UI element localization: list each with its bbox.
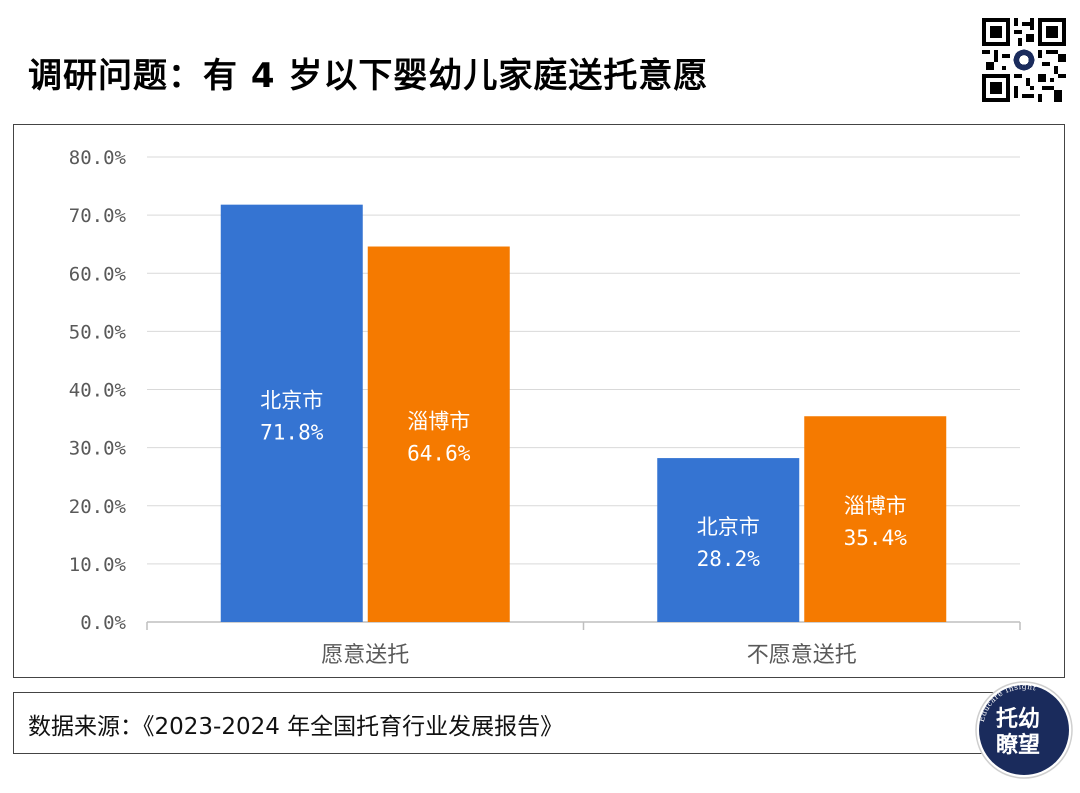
y-tick-label: 10.0%: [69, 554, 127, 576]
data-label-value: 35.4%: [844, 526, 908, 550]
y-tick-label: 40.0%: [69, 380, 127, 402]
bar: [657, 458, 800, 622]
y-tick-label: 60.0%: [69, 263, 127, 285]
y-tick-label: 20.0%: [69, 496, 127, 518]
data-label-value: 28.2%: [697, 547, 761, 571]
data-label-value: 64.6%: [407, 441, 471, 465]
x-category-label: 愿意送托: [321, 643, 409, 668]
educare-insight-logo: Educare Insight 托幼 瞭望: [975, 681, 1073, 779]
page-title: 调研问题：有 4 岁以下婴幼儿家庭送托意愿: [28, 56, 709, 96]
logo-line1: 托幼: [996, 706, 1040, 732]
logo-line2: 瞭望: [996, 732, 1040, 758]
source-text: 数据来源：《2023-2024 年全国托育行业发展报告》: [28, 714, 564, 740]
bar-chart: 0.0% 10.0% 20.0% 30.0% 40.0% 50.0% 60.0% 70.0% 8…: [69, 147, 1021, 668]
chart-frame: 0.0% 10.0% 20.0% 30.0% 40.0% 50.0% 60.0% 70.0% 8…: [13, 124, 1065, 678]
y-tick-label: 70.0%: [69, 205, 127, 227]
data-label-series: 北京市: [260, 388, 323, 412]
y-tick-label: 0.0%: [80, 612, 126, 634]
source-box: 数据来源：《2023-2024 年全国托育行业发展报告》: [13, 692, 1013, 754]
y-tick-label: 50.0%: [69, 321, 127, 343]
data-label-series: 北京市: [697, 515, 760, 539]
data-label-value: 71.8%: [260, 420, 324, 444]
bar: [804, 416, 947, 622]
x-category-label: 不愿意送托: [747, 643, 857, 668]
bar: [367, 246, 510, 622]
data-label-series: 淄博市: [844, 494, 907, 518]
qr-code-icon: [982, 18, 1066, 102]
bar: [220, 204, 363, 622]
y-tick-label: 30.0%: [69, 438, 127, 460]
data-label-series: 淄博市: [407, 409, 470, 433]
y-tick-label: 80.0%: [69, 147, 127, 169]
